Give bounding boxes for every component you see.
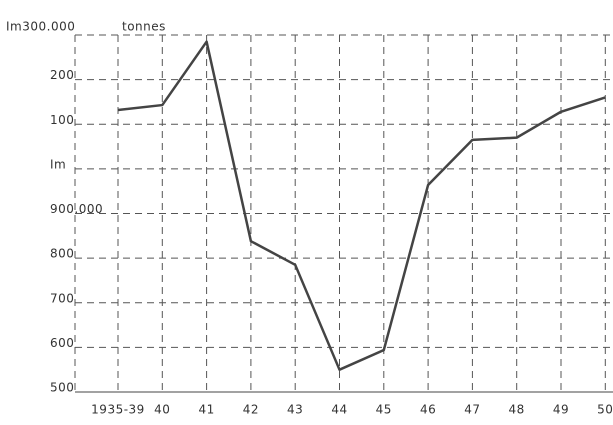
x-tick-label: 47: [464, 403, 480, 417]
y-tick-label: 700: [50, 291, 74, 305]
x-tick-label: 44: [331, 403, 347, 417]
y-tick-label: 500: [50, 381, 74, 395]
y-tick-label: 800: [50, 247, 74, 261]
x-tick-label: 46: [420, 403, 436, 417]
x-tick-label: 43: [287, 403, 303, 417]
x-tick-label: 45: [376, 403, 392, 417]
x-tick-label: 42: [243, 403, 259, 417]
y-tick-label: 100: [50, 113, 74, 127]
y-tick-label: 900.000: [50, 202, 103, 216]
y-tick-label: Im: [50, 157, 66, 171]
x-tick-label: 49: [553, 403, 569, 417]
x-tick-label: 1935-39: [91, 403, 145, 417]
y-tick-label: 200: [50, 68, 74, 82]
y-axis-label: tonnes: [122, 20, 166, 34]
y-tick-label: 600: [50, 336, 74, 350]
x-tick-label: 48: [509, 403, 525, 417]
data-line: [117, 40, 606, 371]
y-tick-label: Im300.000: [6, 20, 75, 34]
x-tick-label: 40: [154, 403, 170, 417]
x-tick-label: 50: [597, 403, 613, 417]
x-tick-label: 41: [198, 403, 214, 417]
